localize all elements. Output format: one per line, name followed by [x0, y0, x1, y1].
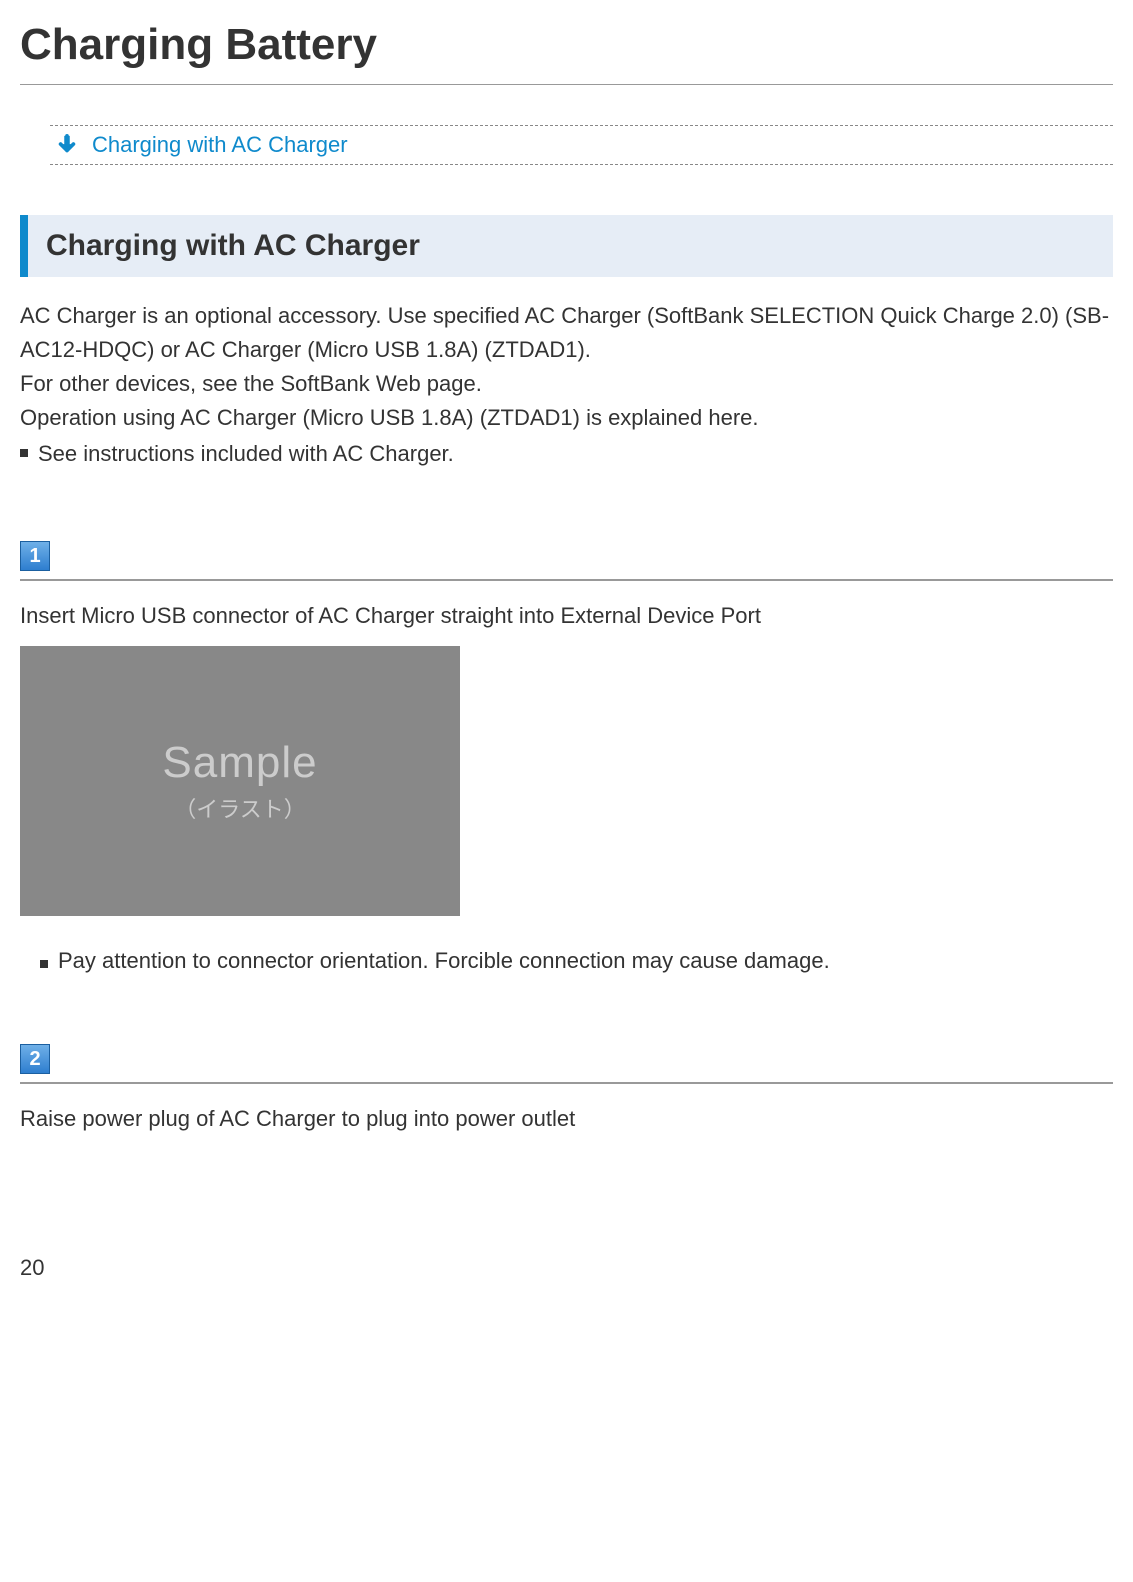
arrow-down-icon: [56, 134, 78, 156]
step-1: 1 Insert Micro USB connector of AC Charg…: [20, 521, 1113, 974]
intro-bullet: See instructions included with AC Charge…: [20, 437, 1113, 471]
step-2: 2 Raise power plug of AC Charger to plug…: [20, 1024, 1113, 1135]
sample-image-sub: （イラスト）: [174, 792, 306, 824]
step-1-text: Insert Micro USB connector of AC Charger…: [20, 599, 1113, 632]
step-1-note: Pay attention to connector orientation. …: [40, 948, 1113, 974]
bullet-marker-icon: [20, 449, 28, 457]
page-number: 20: [20, 1255, 1113, 1281]
intro-line-3: Operation using AC Charger (Micro USB 1.…: [20, 401, 1113, 435]
page-title: Charging Battery: [20, 20, 1113, 85]
step-number-badge: 2: [20, 1044, 50, 1074]
section-intro: AC Charger is an optional accessory. Use…: [20, 299, 1113, 471]
toc-link-row[interactable]: Charging with AC Charger: [50, 132, 1113, 158]
step-divider: [20, 579, 1113, 581]
intro-line-1: AC Charger is an optional accessory. Use…: [20, 299, 1113, 367]
bullet-marker-icon: [40, 960, 48, 968]
step-divider: [20, 1082, 1113, 1084]
toc-link-box: Charging with AC Charger: [50, 125, 1113, 165]
intro-line-2: For other devices, see the SoftBank Web …: [20, 367, 1113, 401]
section-header: Charging with AC Charger: [20, 215, 1113, 277]
step-2-text: Raise power plug of AC Charger to plug i…: [20, 1102, 1113, 1135]
intro-bullet-text: See instructions included with AC Charge…: [38, 437, 454, 471]
sample-image-title: Sample: [162, 738, 317, 788]
step-1-note-text: Pay attention to connector orientation. …: [58, 948, 830, 974]
sample-image-placeholder: Sample （イラスト）: [20, 646, 460, 916]
step-number-2: 2: [20, 1044, 50, 1074]
toc-link-label: Charging with AC Charger: [92, 132, 348, 158]
step-number-badge: 1: [20, 541, 50, 571]
step-number-1: 1: [20, 541, 50, 571]
